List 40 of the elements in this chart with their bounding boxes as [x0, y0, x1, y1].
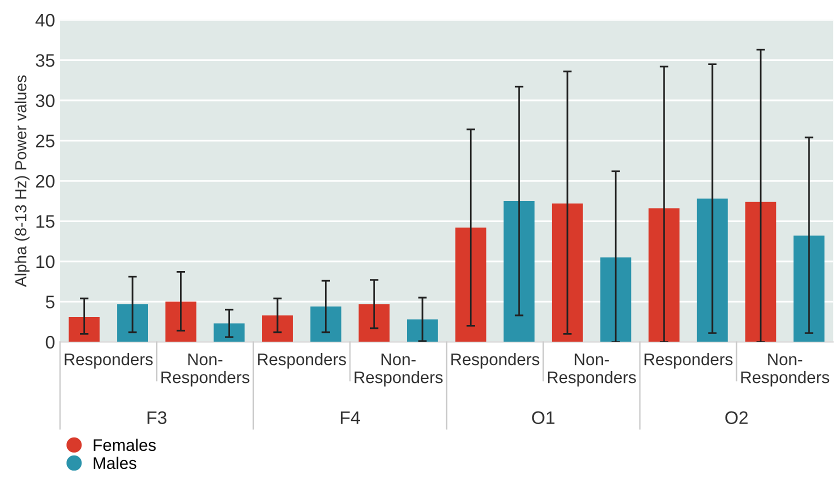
x-tick-label: Responders: [64, 353, 153, 369]
bar: [214, 323, 245, 342]
bar: [406, 319, 438, 342]
bar: [455, 228, 486, 342]
y-axis-title: Alpha (8-13 Hz) Power values: [14, 75, 30, 287]
text: F3: [148, 411, 166, 424]
bar: [68, 316, 100, 342]
bar: [358, 304, 390, 342]
legend-label: Females: [94, 438, 156, 452]
bar: [310, 306, 342, 342]
bar: [648, 208, 680, 342]
x-tick-label: Non- Responders: [741, 354, 830, 387]
bar: [552, 203, 583, 342]
y-tick-label: 5: [46, 296, 54, 308]
bar: [262, 315, 293, 342]
x-tick-label: Non- Responders: [548, 354, 636, 387]
bar: [745, 202, 776, 342]
bar: [600, 257, 632, 342]
text: F4: [340, 411, 360, 424]
bar: [117, 304, 148, 342]
bar: [504, 201, 535, 342]
y-tick-label: 10: [36, 255, 54, 268]
y-tick-label: 20: [36, 174, 54, 188]
y-tick-label: 40: [36, 14, 54, 27]
y-tick-label: 30: [36, 94, 54, 108]
text: O2: [725, 411, 748, 424]
y-tick-label: 25: [36, 134, 54, 148]
legend-label: Males: [94, 456, 136, 470]
bar: [794, 236, 824, 342]
bar: [165, 302, 196, 342]
bar: [696, 198, 728, 342]
x-tick-label: Non- Responders: [354, 354, 443, 387]
text: O1: [532, 411, 554, 424]
x-tick-label: Responders: [644, 353, 733, 369]
y-tick-label: 35: [36, 54, 54, 67]
x-tick-label: Responders: [258, 353, 346, 369]
y-tick-label: 15: [36, 215, 54, 228]
y-tick-label: 0: [46, 336, 54, 349]
x-tick-label: Non- Responders: [161, 354, 250, 387]
x-tick-label: Responders: [451, 353, 540, 369]
